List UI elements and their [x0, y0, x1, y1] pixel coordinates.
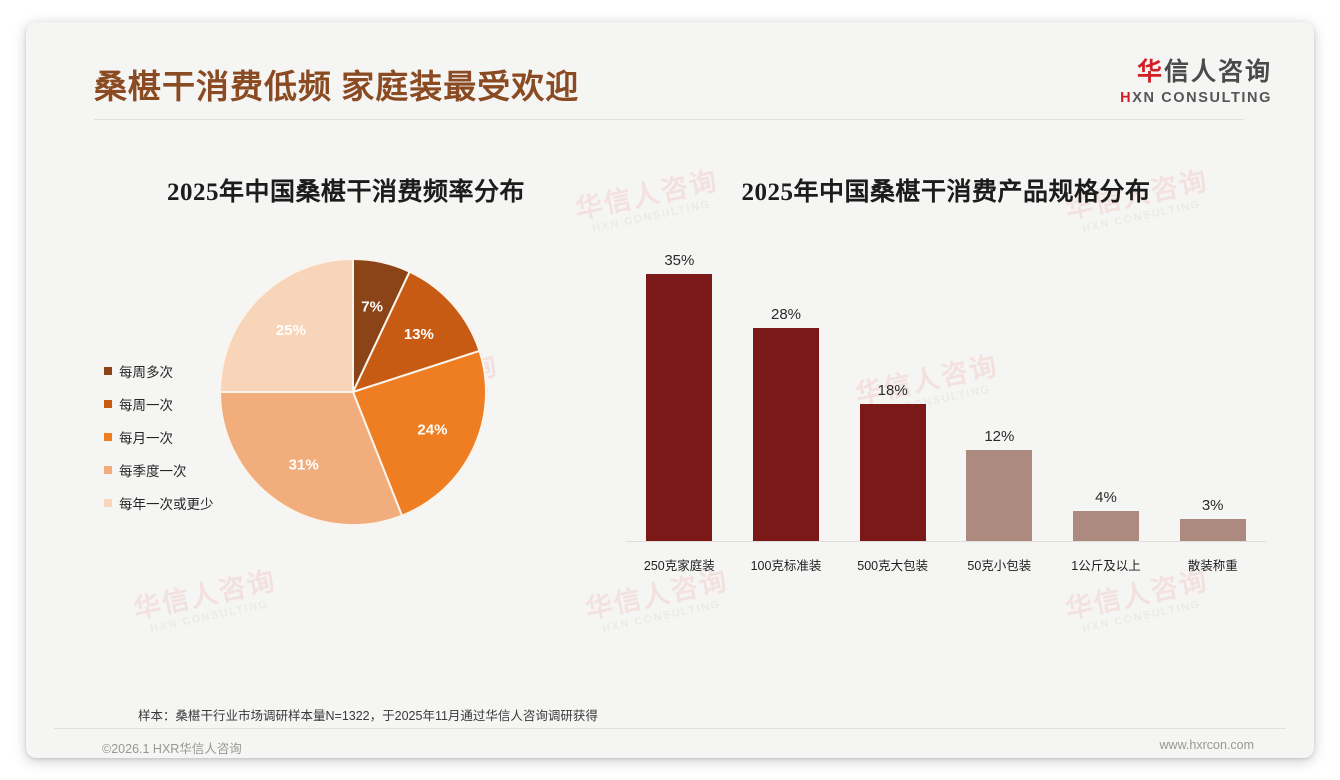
slide-card: 华信人咨询 HXN CONSULTING 华信人咨询 HXN CONSULTIN…	[26, 22, 1314, 758]
bar-category-axis: 250克家庭装 100克标准装 500克大包装 50克小包装 1公斤及以上 散装称重	[626, 555, 1266, 574]
bar-value-label: 4%	[1095, 489, 1117, 507]
bar-value-label: 3%	[1201, 497, 1224, 515]
legend-item[interactable]: 每月一次	[104, 420, 234, 453]
bar-column[interactable]: 3%	[1159, 250, 1266, 542]
legend-swatch-icon	[104, 399, 112, 408]
bar-axis-line	[626, 541, 1266, 542]
source-note: 样本：桑椹干行业市场调研样本量N=1322，于2025年11月通过华信人咨询调研…	[138, 709, 598, 723]
legend-item[interactable]: 每年一次或更少	[104, 486, 234, 519]
pie-slice-value: 25%	[276, 322, 306, 339]
bar-column[interactable]: 35%	[626, 250, 733, 542]
footer-divider	[54, 728, 1286, 729]
pie-slice-value: 31%	[289, 457, 319, 474]
legend-item[interactable]: 每周一次	[104, 387, 234, 420]
bar-column[interactable]: 28%	[733, 250, 840, 542]
legend-swatch-icon	[104, 432, 112, 441]
bar-rect[interactable]	[966, 450, 1033, 542]
bar-rect[interactable]	[1179, 519, 1246, 542]
bar-column[interactable]: 4%	[1053, 250, 1160, 542]
slide-header: 桑椹干消费低频 家庭装最受欢迎 华信人咨询 HXN CONSULTING	[26, 22, 1314, 132]
pie-chart-panel: 2025年中国桑椹干消费频率分布 每周多次每周一次每月一次每季度一次每年一次或更…	[86, 172, 606, 632]
logo-cn-text: 华信人咨询	[1120, 59, 1272, 86]
company-logo: 华信人咨询 HXN CONSULTING	[1120, 59, 1272, 106]
bar-category-label: 50克小包装	[967, 559, 1032, 573]
logo-en-rest: XN CONSULTING	[1132, 90, 1272, 107]
pie-slice-value: 24%	[417, 421, 447, 438]
pie-chart-graphic: 7% 13% 24% 31% 25%	[218, 252, 488, 532]
bar-rect[interactable]	[753, 327, 819, 542]
pie-svg: 7% 13% 24% 31% 25%	[218, 257, 487, 526]
bar-column[interactable]: 12%	[946, 250, 1053, 542]
legend-item-label: 每年一次或更少	[119, 496, 214, 512]
bar-value-label: 28%	[770, 305, 802, 323]
bar-rect[interactable]	[859, 404, 926, 542]
logo-cn-rest: 信人咨询	[1163, 59, 1272, 86]
pie-chart-title: 2025年中国桑椹干消费频率分布	[166, 179, 525, 206]
pie-slice[interactable]	[351, 270, 481, 394]
legend-swatch-icon	[104, 465, 112, 474]
logo-en-text: HXN CONSULTING	[1120, 90, 1272, 106]
bar-chart-panel: 2025年中国桑椹干消费产品规格分布 35% 28% 18% 12% 4% 3% 250克…	[626, 172, 1266, 632]
copyright-text: ©2026.1 HXR华信人咨询	[102, 742, 242, 756]
bar-column[interactable]: 18%	[839, 250, 946, 542]
bar-value-label: 35%	[664, 252, 695, 269]
pie-slice[interactable]	[218, 391, 404, 526]
pie-slice[interactable]	[218, 257, 354, 393]
legend-item[interactable]: 每周多次	[104, 354, 234, 387]
pie-chart-legend: 每周多次每周一次每月一次每季度一次每年一次或更少	[104, 354, 234, 519]
legend-swatch-icon	[104, 498, 112, 507]
legend-item-label: 每月一次	[119, 430, 173, 446]
bar-series: 35% 28% 18% 12% 4% 3%	[626, 250, 1266, 542]
bar-rect[interactable]	[1073, 511, 1140, 542]
legend-item-label: 每周多次	[119, 364, 173, 380]
bar-category-label: 1公斤及以上	[1071, 559, 1141, 573]
bar-category-label: 散装称重	[1187, 559, 1238, 573]
legend-swatch-icon	[104, 366, 112, 375]
page-title: 桑椹干消费低频 家庭装最受欢迎	[94, 70, 580, 106]
slide-footer: ©2026.1 HXR华信人咨询 www.hxrcon.com	[26, 732, 1314, 758]
legend-item-label: 每周一次	[119, 397, 173, 413]
bar-rect[interactable]	[646, 274, 713, 542]
bar-chart-plot: 35% 28% 18% 12% 4% 3% 250克家庭装 100克标准装 500克大包装 50…	[626, 250, 1266, 582]
pie-slice-value: 13%	[404, 326, 434, 343]
pie-slice-value: 7%	[361, 298, 383, 315]
legend-item[interactable]: 每季度一次	[104, 453, 234, 486]
legend-item-label: 每季度一次	[119, 463, 187, 479]
website-text: www.hxrcon.com	[1159, 738, 1254, 752]
bar-chart-title: 2025年中国桑椹干消费产品规格分布	[741, 179, 1151, 206]
bar-category-label: 250克家庭装	[643, 559, 715, 573]
bar-category-label: 500克大包装	[857, 559, 929, 573]
bar-category-label: 100克标准装	[750, 559, 822, 573]
logo-cn-accent: 华	[1136, 59, 1164, 86]
bar-value-label: 18%	[877, 382, 908, 400]
title-divider	[94, 119, 1244, 120]
bar-value-label: 12%	[984, 428, 1015, 446]
logo-en-accent: H	[1120, 90, 1133, 107]
